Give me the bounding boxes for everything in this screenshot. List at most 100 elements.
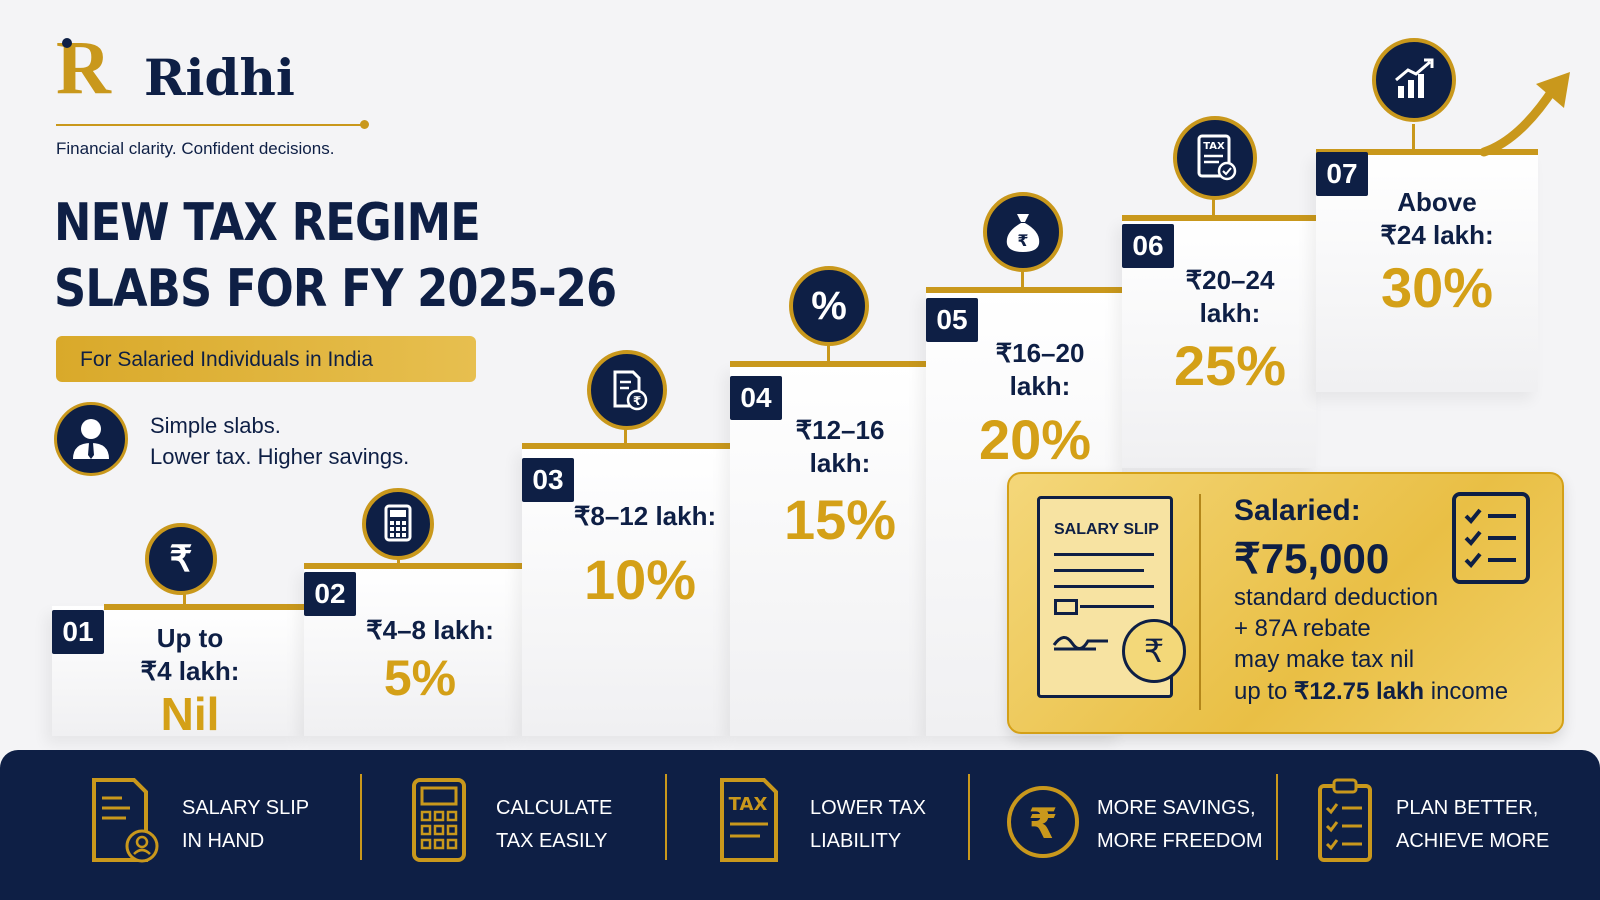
slab-range-1-line-1: Up to bbox=[156, 623, 224, 653]
slab-range-5-line-1: ₹16–20 bbox=[995, 338, 1085, 368]
slab-rate-4: 15% bbox=[783, 488, 897, 551]
step-line-1 bbox=[104, 604, 304, 610]
salary-slip-person-icon bbox=[92, 778, 159, 863]
footer-item-5-line-1: PLAN BETTER, bbox=[1396, 797, 1539, 819]
slab-rate-6: 25% bbox=[1173, 334, 1287, 397]
brand-tagline: Financial clarity. Confident decisions. bbox=[56, 139, 335, 158]
calculator-icon bbox=[412, 778, 466, 862]
slab-range-3: ₹8–12 lakh: bbox=[560, 500, 730, 533]
percent-icon: % bbox=[789, 266, 869, 346]
slab-number-1: 01 bbox=[52, 610, 104, 654]
svg-text:₹: ₹ bbox=[1028, 799, 1057, 848]
slab-range-4: ₹12–16 lakh: bbox=[760, 414, 920, 480]
checklist-clipboard-icon bbox=[1318, 778, 1372, 862]
tagline-secondary-line-2: Lower tax. Higher savings. bbox=[150, 444, 410, 469]
step-stem-3 bbox=[624, 420, 627, 444]
logo-dot bbox=[62, 38, 72, 48]
rupee-coin-icon: ₹ bbox=[1007, 786, 1079, 858]
callout-line-2: + 87A rebate bbox=[1234, 615, 1371, 642]
slip-line bbox=[1054, 585, 1154, 588]
step-line-5 bbox=[926, 287, 1122, 293]
footer-item-5-text: PLAN BETTER, ACHIEVE MORE bbox=[1396, 792, 1549, 858]
footer-item-5-line-2: ACHIEVE MORE bbox=[1396, 830, 1550, 852]
logo-underline-dot bbox=[360, 120, 369, 129]
slip-line bbox=[1054, 569, 1144, 572]
slab-rate-2: 5% bbox=[383, 650, 457, 706]
slab-rate-5: 20% bbox=[978, 408, 1092, 471]
svg-text:TAX: TAX bbox=[729, 794, 768, 815]
svg-text:₹: ₹ bbox=[1017, 231, 1028, 250]
rupee-icon: ₹ bbox=[145, 523, 217, 595]
slab-range-7-line-1: Above bbox=[1397, 187, 1477, 217]
footer-separator bbox=[665, 774, 667, 860]
tagline-secondary: Simple slabs. Lower tax. Higher savings. bbox=[150, 410, 409, 472]
growth-chart-icon bbox=[1372, 38, 1456, 122]
callout-line-4-pre: up to bbox=[1234, 678, 1295, 705]
slab-rate-7: 30% bbox=[1380, 256, 1494, 319]
subtitle-pill: For Salaried Individuals in India bbox=[56, 336, 476, 382]
callout-line-4-amount: ₹12.75 lakh bbox=[1294, 678, 1425, 705]
footer-separator bbox=[1276, 774, 1278, 860]
step-line-7 bbox=[1316, 149, 1538, 155]
footer-item-2-line-2: TAX EASILY bbox=[496, 830, 608, 852]
slab-range-4-line-1: ₹12–16 bbox=[795, 415, 885, 445]
slab-number-4: 04 bbox=[730, 376, 782, 420]
footer-item-1-line-2: IN HAND bbox=[182, 830, 265, 852]
footer-item-2-text: CALCULATE TAX EASILY bbox=[496, 792, 612, 858]
rupee-coin-icon: ₹ bbox=[1122, 619, 1186, 683]
footer-item-4-line-2: MORE FREEDOM bbox=[1097, 830, 1263, 852]
footer-item-4-text: MORE SAVINGS, MORE FREEDOM bbox=[1097, 792, 1263, 858]
calculator-icon bbox=[362, 488, 434, 560]
money-bag-icon: ₹ bbox=[983, 192, 1063, 272]
callout-line-1: standard deduction bbox=[1234, 584, 1439, 611]
title-line-1: NEW TAX REGIME bbox=[54, 193, 481, 253]
callout-line-3: may make tax nil bbox=[1234, 646, 1415, 673]
person-icon bbox=[54, 402, 128, 476]
footer-item-1-line-1: SALARY SLIP bbox=[182, 797, 310, 819]
step-stem-7 bbox=[1412, 124, 1415, 150]
slab-range-7: Above ₹24 lakh: bbox=[1352, 186, 1522, 252]
footer-item-3-line-1: LOWER TAX bbox=[810, 797, 926, 819]
slab-number-5: 05 bbox=[926, 298, 978, 342]
slab-range-5: ₹16–20 lakh: bbox=[960, 337, 1120, 403]
slab-range-3-line-1: ₹8–12 lakh: bbox=[573, 501, 717, 531]
step-line-3 bbox=[522, 443, 730, 449]
slab-range-5-line-2: lakh: bbox=[1009, 371, 1071, 401]
callout-line-4-post: income bbox=[1424, 678, 1509, 705]
slab-number-6: 06 bbox=[1122, 224, 1174, 268]
slab-rate-1: Nil bbox=[160, 688, 220, 740]
footer-item-1-text: SALARY SLIP IN HAND bbox=[182, 792, 309, 858]
slab-range-6-line-1: ₹20–24 bbox=[1185, 265, 1275, 295]
tax-document-icon: TAX bbox=[1173, 116, 1257, 200]
step-stem-6 bbox=[1212, 196, 1215, 216]
footer-item-3-text: LOWER TAX LIABILITY bbox=[810, 792, 926, 858]
slab-range-4-line-2: lakh: bbox=[809, 448, 871, 478]
tagline-secondary-line-1: Simple slabs. bbox=[150, 413, 281, 438]
callout-line-4: up to ₹12.75 lakh income bbox=[1234, 677, 1508, 706]
step-line-2 bbox=[304, 563, 522, 569]
svg-text:TAX: TAX bbox=[1203, 141, 1225, 152]
footer-item-3-line-2: LIABILITY bbox=[810, 830, 902, 852]
footer-item-4-line-1: MORE SAVINGS, bbox=[1097, 797, 1256, 819]
slip-line bbox=[1080, 605, 1154, 608]
slab-range-1: Up to ₹4 lakh: bbox=[110, 622, 270, 688]
slab-range-2-line-1: ₹4–8 lakh: bbox=[366, 615, 494, 645]
standard-deduction-callout: SALARY SLIP ₹ Salaried: ₹75,000 standard… bbox=[1007, 472, 1564, 734]
salary-slip-icon: SALARY SLIP ₹ bbox=[1037, 496, 1186, 698]
footer-separator bbox=[360, 774, 362, 860]
tax-document-icon: TAX bbox=[720, 778, 778, 862]
slab-step-4 bbox=[730, 364, 926, 736]
footer-bar: SALARY SLIP IN HAND CALCULATE TAX EASILY T… bbox=[0, 750, 1600, 900]
slab-range-6-line-2: lakh: bbox=[1199, 298, 1261, 328]
title-line-2: SLABS FOR FY 2025-26 bbox=[54, 259, 617, 319]
slab-number-7: 07 bbox=[1316, 152, 1368, 196]
footer-separator bbox=[968, 774, 970, 860]
checklist-icon bbox=[1452, 492, 1530, 584]
page-title: NEW TAX REGIME SLABS FOR FY 2025-26 bbox=[54, 190, 617, 322]
brand-logo: R Ridhi bbox=[56, 30, 376, 130]
logo-underline bbox=[56, 124, 361, 126]
signature-icon bbox=[1052, 636, 1108, 651]
subtitle: For Salaried Individuals in India bbox=[80, 348, 373, 371]
slip-line bbox=[1054, 553, 1154, 556]
step-stem-4 bbox=[827, 342, 830, 362]
